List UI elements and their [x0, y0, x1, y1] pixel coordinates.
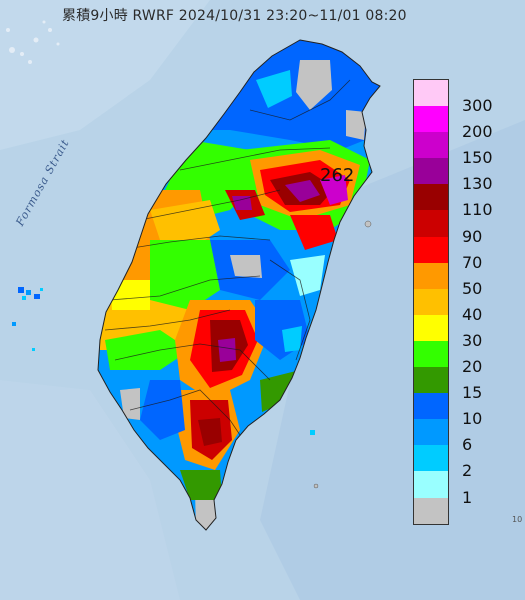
small-islands: [313, 220, 372, 489]
legend-label: 200: [462, 122, 493, 142]
legend-label: 70: [462, 252, 483, 272]
legend-label: 40: [462, 304, 483, 324]
legend-label: 1: [462, 487, 473, 507]
legend-swatch: [414, 262, 448, 289]
coastline: [97, 39, 381, 531]
legend-swatch: [414, 132, 448, 159]
legend-swatch: [414, 314, 448, 341]
legend-swatch: [414, 158, 448, 185]
legend-label: 6: [462, 435, 473, 455]
legend-swatch: [414, 471, 448, 498]
legend-swatch: [414, 445, 448, 472]
max-rainfall-label: 262: [320, 165, 355, 186]
legend-swatch: [414, 80, 448, 107]
legend-label: 300: [462, 96, 493, 115]
legend-label: 20: [462, 357, 483, 376]
legend-label: 50: [462, 278, 483, 298]
legend-swatch: [414, 184, 448, 211]
legend-swatch: [414, 393, 448, 420]
legend-swatch: [414, 367, 448, 394]
map-title: 累積9小時 RWRF 2024/10/31 23:20~11/01 08:20: [62, 8, 407, 24]
legend-label: 130: [462, 174, 493, 194]
legend-label: 30: [462, 330, 483, 350]
legend-label: 10: [462, 409, 483, 429]
legend-swatch: [414, 340, 448, 368]
legend-label: 2: [462, 461, 473, 481]
legend-swatch: [414, 288, 448, 315]
legend-swatch: [414, 106, 448, 133]
legend-swatch: [414, 210, 448, 237]
legend-swatch: [414, 419, 448, 446]
legend-swatch: [414, 497, 448, 524]
legend-label: 90: [462, 226, 483, 246]
color-legend: [413, 79, 449, 525]
legend-label: 110: [462, 200, 493, 220]
legend-swatch: [414, 236, 448, 263]
legend-label: 150: [462, 148, 493, 168]
edge-mark: 10: [512, 515, 523, 524]
legend-label: 15: [462, 383, 483, 403]
